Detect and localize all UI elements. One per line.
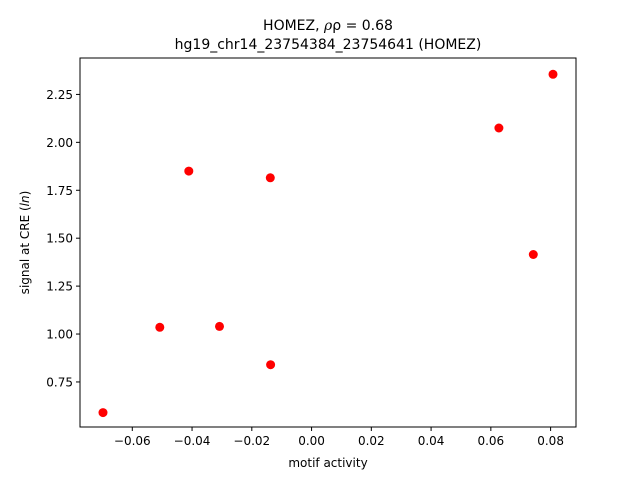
chart-title-rho: ρ = 0.68: [332, 18, 393, 34]
x-tick-label: 0.00: [298, 434, 325, 448]
y-axis-ticks: 0.75 1.00 1.25 1.50 1.75 2.00 2.25: [46, 88, 80, 389]
data-points: [98, 69, 558, 418]
data-point-4: [215, 321, 224, 331]
x-tick-label: −0.02: [233, 434, 270, 448]
data-point-1: [98, 408, 108, 418]
plot-frame: [79, 57, 577, 428]
y-tick-label: 0.75: [46, 375, 73, 389]
x-tick-label: 0.06: [477, 434, 504, 448]
y-tick-label: 1.75: [46, 184, 73, 198]
x-tick-label: 0.08: [537, 434, 564, 448]
y-tick-label: 1.50: [46, 232, 73, 246]
data-point-8: [528, 250, 538, 259]
data-point-9: [548, 69, 558, 79]
data-point-6: [266, 360, 276, 370]
x-tick-label: −0.06: [114, 434, 151, 448]
data-point-3: [184, 166, 194, 176]
data-point-7: [494, 123, 504, 133]
x-tick-label: 0.04: [418, 434, 445, 448]
y-axis-label: signal at CRE (ln): [18, 191, 32, 295]
y-tick-label: 1.00: [46, 328, 73, 342]
x-tick-label: 0.02: [358, 434, 385, 448]
chart-subtitle: hg19_chr14_23754384_23754641 (HOMEZ): [175, 37, 482, 53]
x-tick-label: −0.04: [174, 434, 211, 448]
chart-title: HOMEZ, ρρ = 0.68: [263, 18, 393, 34]
x-axis-label: motif activity: [288, 456, 367, 470]
x-axis-ticks: −0.06 −0.04 −0.02 0.00 0.02 0.04 0.06 0.08: [114, 427, 564, 448]
data-point-5: [265, 173, 275, 183]
y-tick-label: 2.00: [46, 136, 73, 150]
data-point-2: [155, 322, 165, 332]
y-tick-label: 2.25: [46, 88, 73, 102]
y-tick-label: 1.25: [46, 280, 73, 294]
